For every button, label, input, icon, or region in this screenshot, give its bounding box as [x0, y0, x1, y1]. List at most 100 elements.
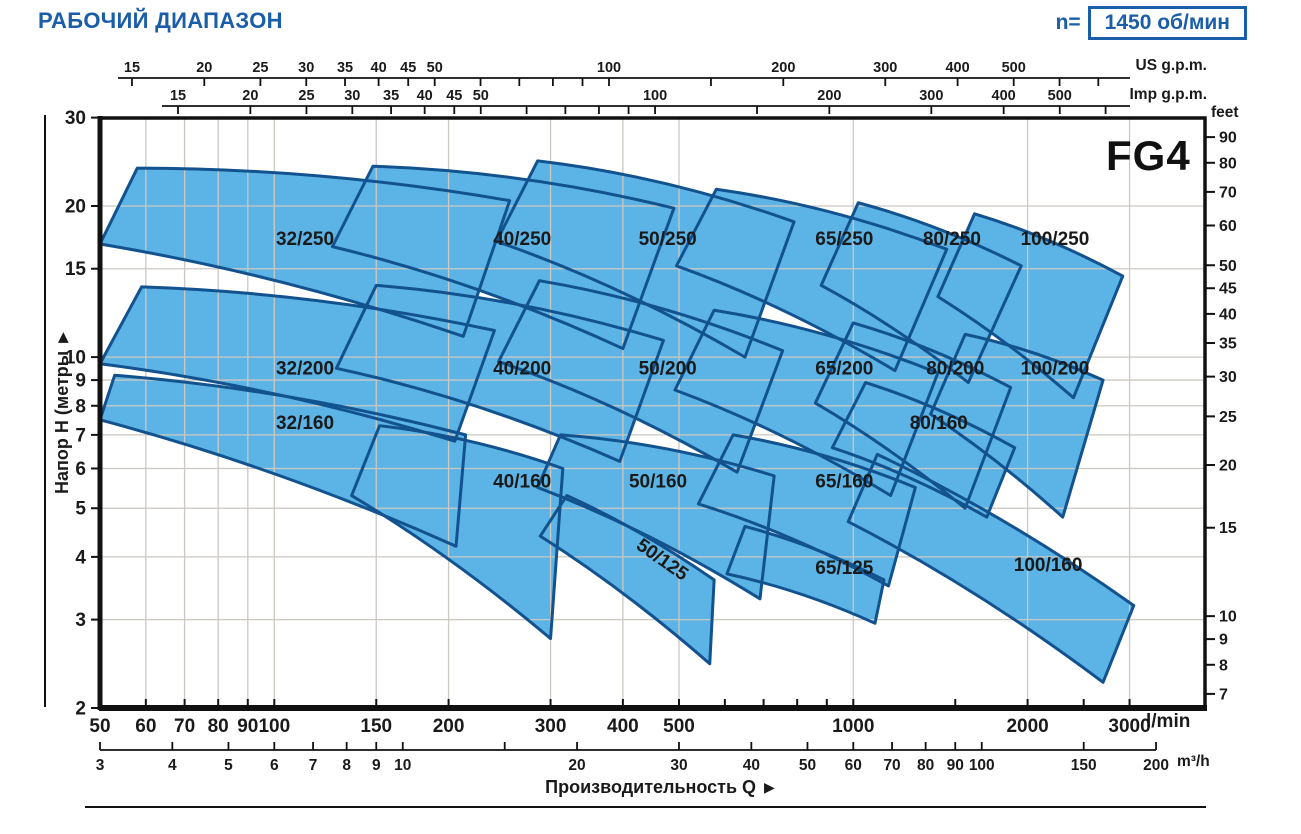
region-outline-32/250: [98, 166, 512, 338]
region-outline-32/200: [98, 285, 496, 443]
tick-label-m3h: 8: [342, 757, 351, 774]
tick-label-m3h: 90: [947, 757, 964, 774]
speed-prefix: n=: [1055, 11, 1081, 34]
tick-label-m3h: 40: [743, 757, 760, 774]
tick-label-feet: 60: [1219, 218, 1237, 235]
tick-label-gpm: 200: [771, 60, 795, 76]
tick-label-gpm: 30: [298, 60, 314, 76]
tick-label-m3h: 60: [845, 757, 862, 774]
region-outline-80/200: [813, 321, 1013, 510]
tick-label-m3h: 200: [1143, 757, 1169, 774]
tick-label-lmin: 100: [258, 716, 290, 737]
tick-label-m3h: 70: [883, 757, 900, 774]
region-label-80/250: 80/250: [923, 229, 981, 250]
tick-label-m3h: 5: [224, 757, 233, 774]
tick-label-m3h: 50: [799, 757, 816, 774]
tick-label-feet: 40: [1219, 306, 1237, 323]
tick-label-gpm: 45: [400, 60, 416, 76]
tick-label-gpm: 200: [817, 88, 841, 104]
lmin-axis-unit: l/min: [1146, 711, 1191, 732]
tick-label-gpm: 300: [919, 88, 943, 104]
tick-label-lmin: 500: [663, 716, 695, 737]
region-outline-100/250: [936, 212, 1125, 400]
region-label-65/200: 65/200: [815, 358, 873, 379]
tick-label-feet: 50: [1219, 258, 1237, 275]
tick-label-feet: 20: [1219, 458, 1237, 475]
region-outline-100/160: [846, 452, 1136, 684]
region-outline-40/250: [330, 164, 676, 351]
tick-label-gpm: 500: [1002, 60, 1026, 76]
tick-label-m: 10: [65, 348, 86, 369]
tick-label-gpm: 15: [170, 88, 186, 104]
model-family-label: FG4: [1106, 132, 1191, 179]
region-65/160: [698, 434, 916, 586]
tick-label-gpm: 50: [427, 60, 443, 76]
region-label-100/250: 100/250: [1021, 229, 1090, 250]
tick-label-m3h: 10: [394, 757, 411, 774]
tick-label-m: 7: [75, 425, 86, 446]
tick-label-feet: 70: [1219, 184, 1237, 201]
tick-label-lmin: 70: [174, 716, 195, 737]
tick-label-m3h: 30: [670, 757, 687, 774]
tick-label-lmin: 150: [360, 716, 392, 737]
region-label-80/160: 80/160: [910, 413, 968, 434]
region-outline-65/125: [725, 524, 886, 625]
region-outline-50/200: [497, 279, 785, 474]
region-outline-65/250: [674, 187, 949, 373]
region-label-65/250: 65/250: [815, 229, 873, 250]
region-label-65/125: 65/125: [815, 558, 874, 579]
tick-label-m3h: 6: [270, 757, 279, 774]
region-label-40/160: 40/160: [493, 472, 551, 493]
region-label-32/160: 32/160: [276, 413, 334, 434]
tick-label-gpm: 35: [337, 60, 353, 76]
region-label-40/200: 40/200: [493, 358, 551, 379]
tick-label-gpm: 300: [873, 60, 897, 76]
tick-label-m: 30: [65, 108, 86, 129]
imp-gpm-axis-unit: Imp g.p.m.: [1129, 86, 1208, 103]
region-100/250: [937, 213, 1123, 398]
tick-label-feet: 10: [1219, 609, 1237, 626]
y-axis-title: Напор H (метры ▶: [52, 273, 74, 553]
region-outline-65/160: [696, 433, 917, 588]
tick-label-gpm: 50: [473, 88, 489, 104]
x-axis-title-text: Производительность Q: [545, 777, 757, 797]
tick-label-m3h: 150: [1071, 757, 1097, 774]
up-arrow-icon: ▶: [54, 332, 70, 343]
region-100/160: [848, 454, 1134, 683]
tick-label-gpm: 45: [446, 88, 462, 104]
tick-label-gpm: 25: [298, 88, 314, 104]
region-label-32/200: 32/200: [276, 358, 334, 379]
right-arrow-icon: ▶: [764, 779, 775, 795]
region-label-50/200: 50/200: [639, 358, 697, 379]
tick-label-feet: 80: [1219, 155, 1237, 172]
tick-label-feet: 90: [1219, 130, 1237, 147]
tick-label-m3h: 80: [917, 757, 934, 774]
tick-label-feet: 9: [1219, 632, 1228, 649]
tick-label-m: 3: [75, 610, 86, 631]
region-label-50/250: 50/250: [639, 229, 697, 250]
speed-spec: n= 1450 об/мин: [1056, 6, 1247, 40]
tick-label-gpm: 25: [252, 60, 268, 76]
region-outline-65/200: [673, 308, 940, 498]
tick-label-feet: 30: [1219, 369, 1237, 386]
tick-label-gpm: 15: [124, 60, 140, 76]
tick-label-gpm: 400: [945, 60, 969, 76]
tick-label-m3h: 3: [96, 757, 105, 774]
tick-label-feet: 25: [1219, 409, 1237, 426]
tick-label-m: 9: [75, 371, 86, 392]
tick-label-feet: 45: [1219, 281, 1237, 298]
tick-label-gpm: 20: [196, 60, 212, 76]
tick-label-lmin: 300: [535, 716, 567, 737]
tick-label-gpm: 35: [383, 88, 399, 104]
tick-label-gpm: 400: [992, 88, 1016, 104]
x-axis-rule: [85, 806, 1206, 808]
region-label-80/200: 80/200: [926, 358, 984, 379]
tick-label-lmin: 50: [89, 716, 110, 737]
tick-label-feet: 15: [1219, 520, 1237, 537]
tick-label-lmin: 3000: [1108, 716, 1150, 737]
y-axis-title-text: Напор H (метры: [52, 350, 72, 494]
region-outline-100/200: [929, 332, 1105, 519]
tick-label-gpm: 40: [371, 60, 387, 76]
m3h-axis-unit: m³/h: [1177, 753, 1210, 770]
